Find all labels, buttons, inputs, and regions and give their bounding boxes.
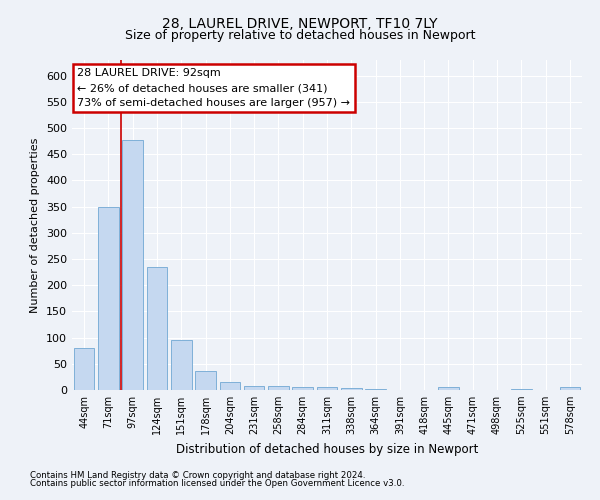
Bar bbox=[268, 386, 289, 390]
Text: Contains public sector information licensed under the Open Government Licence v3: Contains public sector information licen… bbox=[30, 478, 404, 488]
Bar bbox=[220, 382, 240, 390]
Bar bbox=[292, 388, 313, 390]
Bar bbox=[317, 388, 337, 390]
Text: Contains HM Land Registry data © Crown copyright and database right 2024.: Contains HM Land Registry data © Crown c… bbox=[30, 471, 365, 480]
Bar bbox=[122, 140, 143, 390]
Bar bbox=[341, 388, 362, 390]
Bar bbox=[438, 388, 459, 390]
Text: Size of property relative to detached houses in Newport: Size of property relative to detached ho… bbox=[125, 29, 475, 42]
Bar bbox=[74, 348, 94, 390]
Bar bbox=[195, 370, 216, 390]
Y-axis label: Number of detached properties: Number of detached properties bbox=[31, 138, 40, 312]
Bar bbox=[98, 206, 119, 390]
Bar bbox=[171, 340, 191, 390]
Bar bbox=[146, 268, 167, 390]
Text: 28, LAUREL DRIVE, NEWPORT, TF10 7LY: 28, LAUREL DRIVE, NEWPORT, TF10 7LY bbox=[162, 18, 438, 32]
Bar bbox=[560, 388, 580, 390]
Bar bbox=[244, 386, 265, 390]
Text: 28 LAUREL DRIVE: 92sqm
← 26% of detached houses are smaller (341)
73% of semi-de: 28 LAUREL DRIVE: 92sqm ← 26% of detached… bbox=[77, 68, 350, 108]
X-axis label: Distribution of detached houses by size in Newport: Distribution of detached houses by size … bbox=[176, 442, 478, 456]
